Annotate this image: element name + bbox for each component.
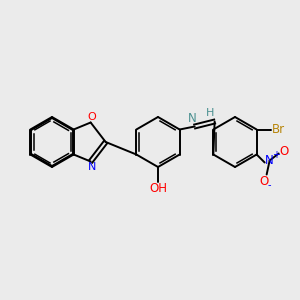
Text: OH: OH: [149, 182, 167, 196]
Text: N: N: [265, 154, 274, 167]
Text: +: +: [272, 151, 280, 160]
Text: Br: Br: [272, 123, 285, 136]
Text: O: O: [279, 145, 288, 158]
Text: H: H: [206, 107, 214, 118]
Text: O: O: [259, 175, 268, 188]
Text: -: -: [268, 181, 272, 190]
Text: N: N: [188, 112, 197, 125]
Text: N: N: [88, 161, 96, 172]
Text: O: O: [87, 112, 96, 122]
